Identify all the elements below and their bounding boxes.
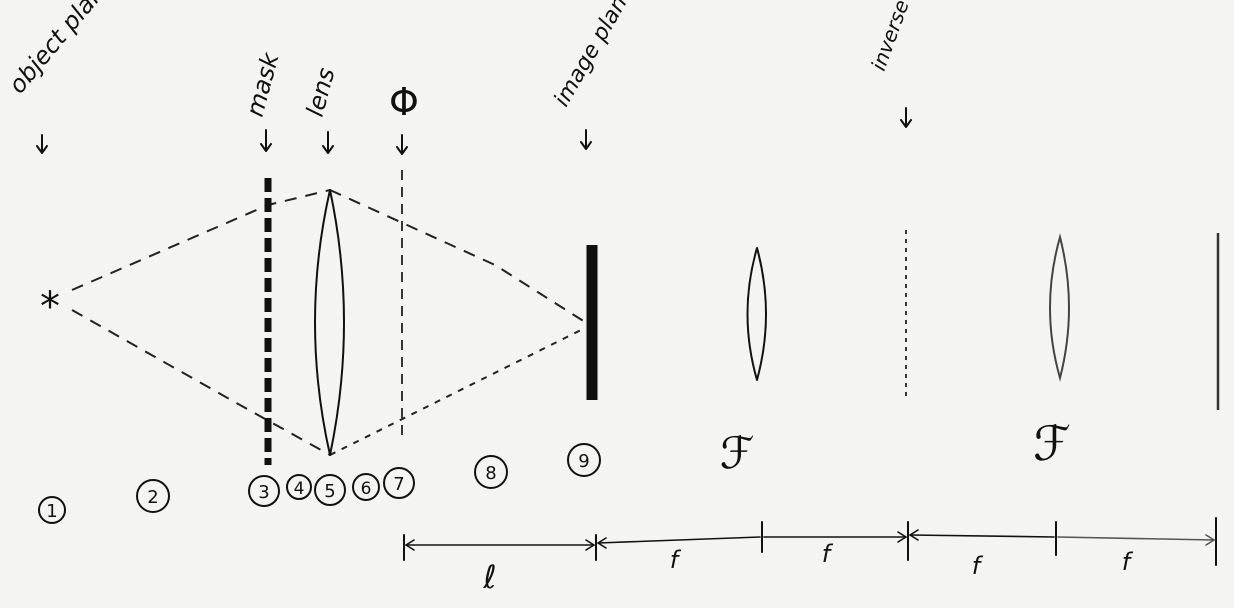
svg-text:3: 3 bbox=[258, 482, 269, 503]
region-9: 9 bbox=[567, 443, 601, 477]
point-source: * bbox=[40, 284, 60, 330]
region-4: 4 bbox=[286, 474, 312, 500]
region-8: 8 bbox=[474, 455, 508, 489]
svg-text:Φ: Φ bbox=[389, 80, 419, 124]
ray-upper-lens-to-image bbox=[329, 189, 586, 323]
distance-f1-label: f bbox=[670, 546, 682, 574]
object-plane-text: object plane bbox=[3, 0, 120, 99]
svg-text:9: 9 bbox=[578, 451, 589, 472]
fourier-lens-1 bbox=[746, 247, 767, 381]
mask-arrow bbox=[260, 129, 272, 152]
dimension-f-1 bbox=[597, 536, 761, 549]
svg-text:1: 1 bbox=[46, 501, 57, 522]
svg-text:mask: mask bbox=[241, 49, 285, 120]
region-6: 6 bbox=[352, 473, 380, 501]
phi-label: Φ bbox=[389, 80, 419, 124]
svg-text:6: 6 bbox=[361, 479, 372, 499]
dimension-f-2 bbox=[763, 531, 907, 543]
inverse-filter-arrow bbox=[900, 107, 912, 128]
svg-text:7: 7 bbox=[393, 474, 404, 495]
lens-label: lens bbox=[301, 65, 341, 120]
fourier-transform-symbol-1: ℱ bbox=[720, 428, 755, 479]
ray-lower-object-to-lens bbox=[71, 309, 331, 456]
image-plane-text: image plane bbox=[550, 0, 640, 111]
svg-text:2: 2 bbox=[147, 487, 158, 508]
region-2: 2 bbox=[136, 479, 170, 513]
svg-text:object plane: object plane bbox=[3, 0, 120, 99]
lens-arrow bbox=[322, 131, 334, 154]
inverse-filter-label: inverse filter bbox=[866, 0, 932, 74]
phi-arrow bbox=[396, 134, 408, 155]
object-plane-label: object plane bbox=[3, 0, 120, 99]
lens-text: lens bbox=[301, 65, 341, 120]
image-plane-arrow bbox=[580, 129, 592, 150]
object-plane-arrow bbox=[36, 134, 48, 154]
image-plane-label: image plane bbox=[550, 0, 640, 111]
distance-f2-label: f bbox=[822, 540, 834, 568]
region-7: 7 bbox=[383, 467, 415, 499]
region-5: 5 bbox=[314, 474, 346, 506]
distance-f3-label: f bbox=[972, 552, 984, 580]
mask-text: mask bbox=[241, 49, 285, 120]
svg-text:lens: lens bbox=[301, 65, 341, 120]
dimension-f-3 bbox=[909, 529, 1055, 541]
dimension-f-4 bbox=[1057, 534, 1216, 546]
svg-text:image plane: image plane bbox=[550, 0, 640, 111]
region-1: 1 bbox=[38, 496, 66, 524]
ray-upper-object-to-lens bbox=[71, 189, 331, 291]
region-3: 3 bbox=[248, 475, 280, 507]
svg-text:8: 8 bbox=[485, 463, 496, 484]
fourier-transform-symbol-2: ℱ bbox=[1033, 416, 1071, 472]
fourier-lens-2 bbox=[1049, 233, 1070, 382]
lens-1 bbox=[314, 189, 345, 456]
dimension-ticks bbox=[403, 517, 1217, 566]
distance-l-label: ℓ bbox=[482, 558, 496, 596]
dimension-l bbox=[405, 539, 595, 551]
svg-text:5: 5 bbox=[324, 481, 335, 502]
svg-text:inverse filter: inverse filter bbox=[866, 0, 932, 74]
distance-f4-label: f bbox=[1122, 548, 1134, 576]
inverse-filter-text: inverse filter bbox=[866, 0, 932, 74]
ray-lower-lens-to-image bbox=[329, 327, 586, 456]
mask-label: mask bbox=[241, 49, 285, 120]
svg-text:4: 4 bbox=[294, 479, 305, 499]
phi-text: Φ bbox=[389, 80, 419, 124]
